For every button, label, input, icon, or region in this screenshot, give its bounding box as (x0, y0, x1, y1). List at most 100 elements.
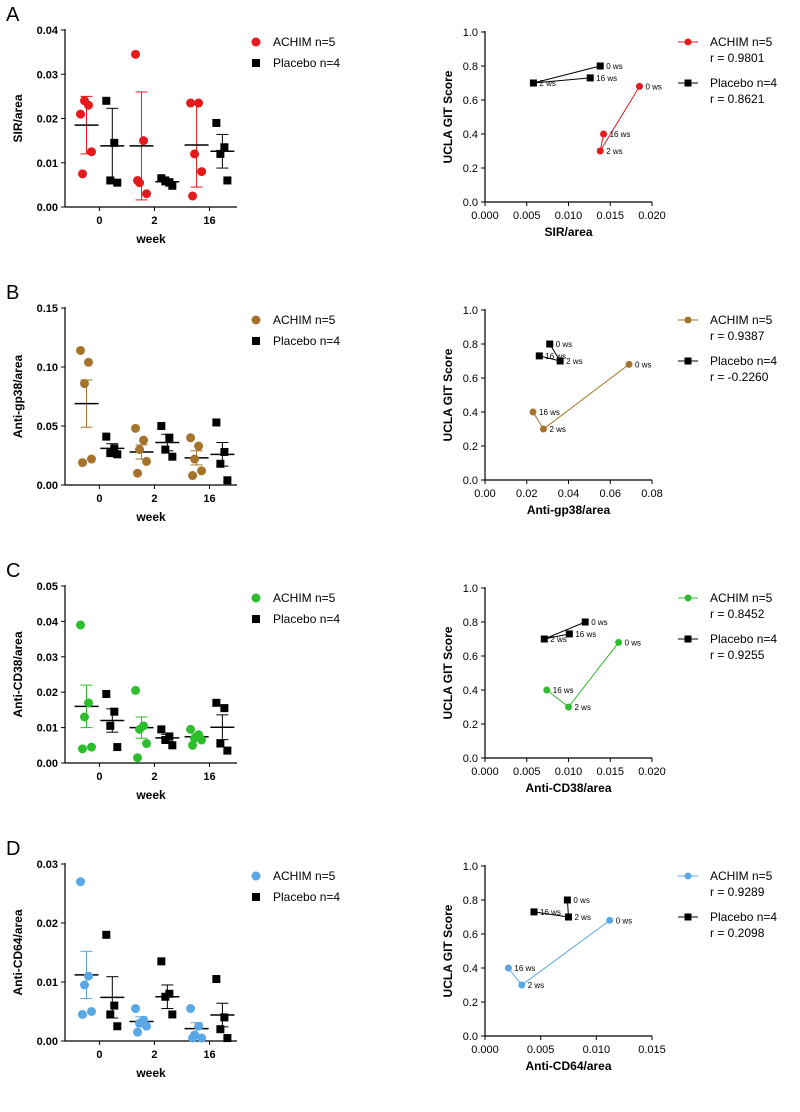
corr-data-point (543, 686, 551, 694)
x-tick-label: 0 (96, 1049, 102, 1061)
corr-data-point (596, 147, 604, 155)
corr-series-line (599, 86, 640, 152)
corr-legend-r: r = 0.9801 (710, 51, 765, 65)
corr-data-point (546, 340, 554, 348)
series-achim (74, 877, 209, 1043)
y-axis-title: Anti-CD64/area (11, 909, 25, 995)
x-tick-label: 2 (151, 215, 157, 227)
corr-y-tick-label: 0.4 (463, 407, 478, 419)
data-point (76, 620, 85, 630)
data-point (110, 444, 119, 453)
corr-x-tick-label: 0.000 (471, 766, 499, 778)
corr-point-label: 0 ws (606, 62, 622, 71)
corr-point-label: 2 ws (528, 981, 544, 990)
y-tick-label: 0.03 (37, 859, 58, 871)
corr-y-tick-label: 1.0 (463, 305, 478, 317)
corr-data-point (600, 130, 608, 138)
corr-point-label: 16 ws (540, 908, 561, 917)
data-point (197, 167, 207, 177)
corr-data-point (596, 62, 604, 70)
data-point (142, 456, 152, 466)
data-point (157, 725, 166, 734)
data-point (78, 744, 87, 754)
legend-marker (252, 337, 260, 345)
data-point (76, 345, 85, 355)
corr-y-tick-label: 0.4 (463, 129, 478, 141)
corr-data-point (556, 357, 564, 365)
corr-x-tick-label: 0.020 (638, 210, 666, 222)
y-tick-label: 0.05 (37, 421, 58, 433)
corr-legend-label: ACHIM n=5 (710, 591, 773, 605)
legend-label: Placebo n=4 (273, 56, 340, 70)
corr-legend-r: r = 0.8621 (710, 92, 765, 106)
x-axis-title: week (135, 788, 166, 802)
corr-data-point (529, 79, 537, 87)
data-point (190, 733, 200, 743)
corr-y-tick-label: 0.8 (463, 339, 478, 351)
data-point (80, 980, 89, 990)
y-tick-label: 0.03 (37, 652, 58, 664)
corr-legend-r: r = 0.8452 (710, 607, 765, 621)
data-point (113, 1022, 122, 1031)
data-point (157, 957, 166, 966)
legend-label: ACHIM n=5 (273, 869, 336, 883)
panel-letter: A (6, 4, 20, 26)
corr-series-line (508, 919, 610, 986)
data-point (80, 712, 89, 722)
corr-legend-marker (684, 913, 692, 921)
corr-y-tick-label: 0.0 (463, 475, 478, 487)
corr-y-axis-title: UCLA GIT Score (441, 904, 455, 997)
data-point (223, 476, 232, 485)
x-tick-label: 16 (203, 493, 215, 505)
data-point (186, 98, 196, 108)
corr-point-label: 2 ws (575, 913, 591, 922)
data-point (223, 746, 232, 755)
series-achim (74, 345, 209, 481)
series-placebo (100, 418, 235, 485)
data-point (212, 698, 221, 707)
panel-letter: B (6, 282, 19, 304)
corr-series-line (546, 642, 619, 708)
series-placebo (100, 930, 235, 1043)
legend-label: Placebo n=4 (273, 334, 340, 348)
data-point (168, 452, 177, 461)
corr-data-point (565, 913, 572, 921)
corr-data-point (518, 981, 526, 989)
data-point (168, 741, 177, 750)
data-point (78, 458, 87, 468)
y-tick-label: 0.04 (37, 616, 59, 628)
corr-legend-r: r = 0.9289 (710, 885, 765, 899)
data-point (188, 471, 198, 481)
corr-point-label: 0 ws (645, 82, 661, 91)
x-tick-label: 2 (151, 771, 157, 783)
corr-x-tick-label: 0.005 (527, 1044, 555, 1056)
corr-x-tick-label: 0.010 (555, 766, 583, 778)
corr-point-label: 0 ws (556, 340, 572, 349)
corr-point-label: 2 ws (550, 635, 566, 644)
data-point (216, 149, 225, 158)
legend-label: ACHIM n=5 (273, 313, 336, 327)
data-point (113, 743, 122, 752)
corr-point-label: 16 ws (545, 352, 566, 361)
corr-legend-r: r = -0.2260 (710, 370, 769, 384)
data-point (194, 441, 204, 451)
data-point (131, 49, 141, 59)
corr-point-label: 2 ws (549, 425, 565, 434)
data-point (216, 739, 225, 748)
data-point (84, 971, 93, 981)
data-point (102, 432, 111, 441)
data-point (142, 189, 152, 199)
data-point (197, 466, 207, 476)
series-achim (74, 620, 209, 763)
corr-point-label: 16 ws (610, 130, 631, 139)
data-point (106, 449, 115, 458)
corr-series-placebo: 0 ws 2 ws 16 ws (530, 896, 591, 922)
data-point (216, 459, 225, 468)
corr-data-point (565, 630, 573, 638)
data-point (220, 143, 229, 152)
data-point (223, 176, 232, 185)
corr-y-tick-label: 0.4 (463, 963, 478, 975)
